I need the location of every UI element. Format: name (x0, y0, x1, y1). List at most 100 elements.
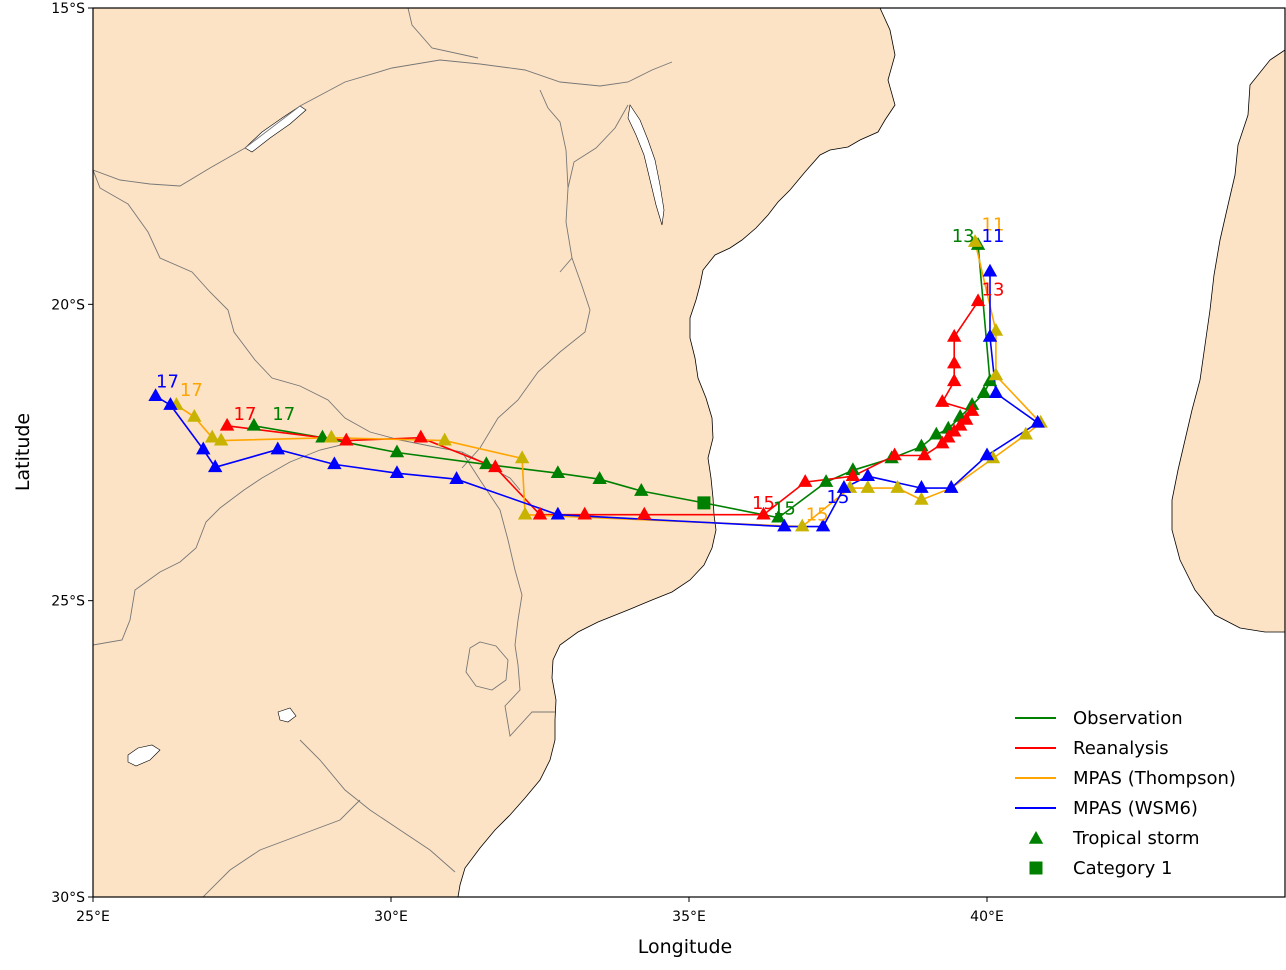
tropical-storm-marker (324, 429, 339, 443)
tropical-storm-marker (944, 480, 959, 493)
small-lake (277, 707, 297, 723)
tropical-storm-marker (988, 323, 1004, 336)
tropical-storm-marker (246, 417, 262, 431)
tropical-storm-marker (205, 429, 220, 443)
tracks-layer: 13 15 17 13 15 17 11 15 17 11 15 17 (148, 214, 1048, 532)
legend: Observation Reanalysis MPAS (Thompson) MPAS… (1015, 708, 1236, 879)
day-label: 15 (827, 487, 850, 508)
tropical-storm-marker (339, 432, 354, 446)
day-label: 15 (752, 493, 775, 514)
tropical-storm-marker (952, 417, 968, 431)
tropical-storm-marker (148, 388, 163, 401)
tropical-storm-marker (550, 465, 566, 479)
day-label: 13 (982, 279, 1005, 300)
tropical-storm-marker (982, 263, 998, 277)
tropical-storm-marker (389, 465, 405, 479)
y-tick-label: 20°S (51, 297, 85, 313)
legend-label: Category 1 (1073, 858, 1172, 879)
legend-triangle-swatch (1028, 831, 1044, 844)
day-label: 17 (156, 371, 179, 392)
y-axis-label: Latitude (12, 413, 34, 491)
track-markers (219, 293, 986, 520)
day-label: 17 (180, 380, 203, 401)
tropical-storm-marker (777, 518, 792, 532)
tropical-storm-marker (479, 456, 494, 470)
y-tick-label: 15°S (51, 1, 85, 17)
tropical-storm-marker (532, 506, 548, 520)
x-axis-label: Longitude (638, 936, 733, 958)
tropical-storm-marker (798, 474, 813, 487)
tropical-storm-marker (947, 423, 962, 437)
category-1-marker (697, 496, 711, 510)
x-tick-label: 30°E (374, 909, 408, 925)
legend-label: MPAS (WSM6) (1073, 798, 1198, 819)
day-label: 15 (773, 499, 796, 520)
legend-entry: MPAS (Thompson) (1015, 768, 1236, 789)
legend-entry: MPAS (WSM6) (1015, 798, 1198, 819)
tropical-storm-marker (634, 483, 649, 496)
day-label: 11 (982, 214, 1005, 235)
day-label: 13 (952, 226, 975, 247)
tropical-storm-marker (517, 506, 533, 520)
tropical-storm-marker (860, 468, 875, 482)
tropical-storm-marker (327, 456, 342, 470)
tropical-storm-marker (929, 426, 944, 440)
tropical-storm-marker (914, 480, 929, 493)
tropical-storm-marker (449, 471, 464, 484)
track-markers (169, 234, 1048, 532)
legend-label: Reanalysis (1073, 738, 1169, 759)
tropical-storm-marker (637, 506, 652, 520)
x-tick-label: 25°E (76, 909, 110, 925)
tropical-storm-marker (207, 459, 223, 473)
tropical-storm-marker (270, 441, 285, 455)
tropical-storm-marker (845, 468, 861, 482)
tropical-storm-marker (413, 429, 428, 443)
tropical-storm-marker (970, 293, 986, 307)
tropical-storm-marker (771, 509, 786, 523)
madagascar (1171, 49, 1285, 633)
tropical-storm-marker (795, 518, 810, 532)
tropical-storm-marker (196, 441, 211, 455)
tropical-storm-marker (890, 480, 905, 493)
x-tick-label: 35°E (672, 909, 706, 925)
day-label: 15 (806, 505, 829, 526)
tropical-storm-marker (979, 447, 995, 461)
y-tick-label: 30°S (51, 890, 85, 906)
tropical-storm-marker (967, 234, 983, 247)
legend-label: MPAS (Thompson) (1073, 768, 1236, 789)
tropical-storm-marker (947, 355, 962, 369)
tropical-storm-marker (488, 459, 503, 473)
tropical-storm-marker (947, 328, 962, 342)
legend-label: Tropical storm (1072, 828, 1200, 849)
tropical-storm-marker (935, 394, 950, 407)
legend-entry: Reanalysis (1015, 738, 1169, 759)
tropical-storm-marker (577, 506, 592, 520)
day-label: 11 (982, 226, 1005, 247)
country-borders (93, 8, 673, 897)
tropical-storm-marker (815, 518, 831, 532)
tropical-storm-marker (818, 474, 834, 487)
legend-entry: Observation (1015, 708, 1183, 729)
tropical-storm-marker (935, 435, 950, 449)
tropical-storm-marker (187, 408, 202, 422)
tropical-storm-marker (941, 429, 956, 443)
tropical-storm-marker (914, 491, 929, 505)
lake-malawi (627, 104, 665, 226)
legend-entry: Category 1 (1029, 858, 1172, 879)
tropical-storm-marker (964, 403, 980, 416)
x-axis-ticks: 25°E 30°E 35°E 40°E (76, 897, 1004, 925)
track-markers (246, 237, 998, 523)
tropical-storm-marker (389, 444, 405, 458)
y-tick-label: 25°S (51, 594, 85, 610)
legend-square-swatch (1029, 861, 1043, 875)
day-label: 17 (234, 404, 257, 425)
tropical-storm-marker (860, 480, 875, 493)
track-markers (148, 263, 1045, 532)
tropical-storm-marker (914, 438, 929, 452)
tropical-storm-marker (163, 397, 178, 410)
tropical-storm-marker (756, 506, 771, 520)
x-tick-label: 40°E (970, 909, 1004, 925)
tropical-storm-marker (437, 432, 452, 446)
tropical-storm-marker (514, 450, 530, 464)
